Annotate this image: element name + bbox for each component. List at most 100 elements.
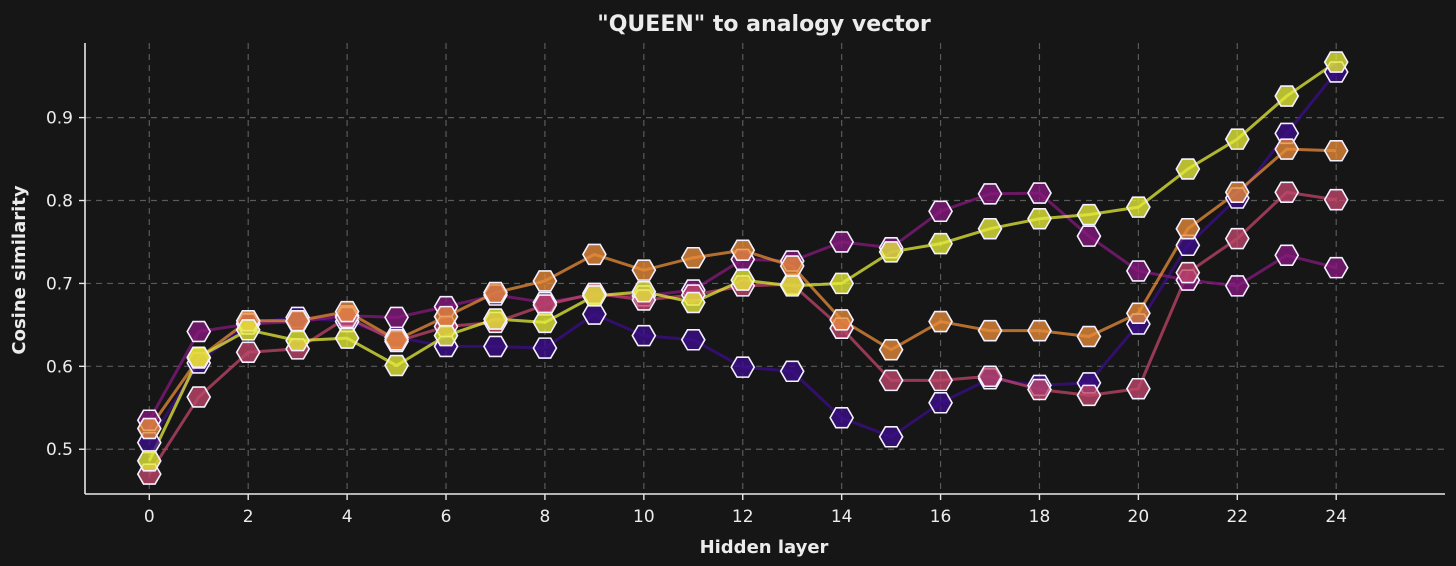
axes (79, 43, 1445, 500)
data-point (779, 360, 805, 383)
data-point (334, 327, 360, 349)
y-tick-label: 0.9 (46, 109, 73, 129)
data-point (829, 309, 855, 331)
data-point (1027, 378, 1052, 401)
data-point (334, 300, 360, 323)
data-point (878, 241, 904, 263)
data-point (186, 320, 212, 343)
data-point (928, 200, 953, 223)
x-tick-label: 14 (831, 507, 853, 527)
data-point (878, 369, 904, 392)
data-point (384, 306, 409, 329)
data-point (928, 392, 953, 414)
y-axis-label: Cosine similarity (9, 185, 30, 355)
data-point (878, 338, 904, 361)
data-point (1224, 128, 1250, 150)
data-point (483, 335, 508, 358)
y-tick-label: 0.8 (46, 192, 73, 212)
data-point (829, 406, 855, 429)
data-point (384, 354, 409, 377)
x-axis-label: Hidden layer (700, 537, 829, 558)
data-point (730, 269, 756, 291)
data-point (977, 217, 1003, 240)
series-markers-4 (136, 138, 1349, 440)
series-group (136, 51, 1349, 485)
x-tick-label: 12 (732, 507, 754, 527)
data-point (483, 308, 508, 330)
data-point (384, 329, 409, 351)
data-point (186, 346, 212, 368)
data-point (878, 426, 904, 448)
data-point (631, 280, 657, 303)
data-point (1125, 260, 1151, 282)
data-point (1224, 181, 1250, 203)
x-tick-label: 18 (1029, 507, 1051, 527)
data-point (829, 272, 855, 295)
data-point (1175, 261, 1201, 284)
data-point (1323, 140, 1349, 162)
data-point (1323, 256, 1349, 279)
data-point (532, 270, 558, 292)
x-tick-label: 6 (441, 507, 452, 527)
data-point (1224, 227, 1250, 250)
data-point (730, 356, 756, 378)
data-point (680, 291, 706, 314)
data-point (928, 310, 953, 333)
data-point (1076, 203, 1102, 226)
data-point (581, 303, 607, 325)
y-tick-label: 0.6 (46, 357, 73, 377)
data-point (977, 183, 1003, 205)
data-point (1076, 325, 1102, 348)
data-point (235, 341, 261, 363)
data-point (1224, 275, 1250, 297)
data-point (581, 285, 607, 307)
data-point (1274, 85, 1300, 107)
data-point (1027, 182, 1052, 204)
data-point (680, 329, 706, 351)
data-point (631, 259, 657, 281)
data-point (631, 324, 657, 347)
x-tick-label: 20 (1128, 507, 1150, 527)
tick-labels: 0 2 4 6 8 10 12 14 16 18 20 22 240.50.60.70.80.9 (46, 109, 1347, 527)
data-point (779, 275, 805, 297)
x-tick-label: 24 (1325, 507, 1347, 527)
data-point (433, 324, 459, 347)
data-point (1125, 302, 1151, 325)
x-tick-label: 16 (930, 507, 952, 527)
series-markers-5 (136, 51, 1349, 472)
x-tick-label: 8 (540, 507, 551, 527)
data-point (1323, 51, 1349, 73)
data-point (1027, 208, 1052, 230)
x-tick-label: 10 (633, 507, 655, 527)
data-point (136, 450, 162, 472)
data-point (532, 337, 558, 359)
data-point (1125, 196, 1151, 218)
data-point (1125, 377, 1151, 400)
data-point (581, 243, 607, 266)
data-point (186, 386, 212, 408)
data-point (977, 319, 1003, 342)
data-point (1076, 225, 1102, 247)
data-point (1323, 188, 1349, 211)
data-point (1027, 319, 1052, 342)
data-point (680, 246, 706, 269)
chart-title: "QUEEN" to analogy vector (597, 12, 931, 37)
data-point (483, 281, 508, 304)
x-tick-label: 0 (144, 507, 155, 527)
data-point (235, 319, 261, 341)
data-point (1076, 384, 1102, 407)
data-point (928, 232, 953, 255)
data-point (779, 255, 805, 277)
data-point (433, 305, 459, 328)
data-point (285, 329, 311, 352)
data-point (1175, 158, 1201, 180)
data-point (1175, 217, 1201, 240)
data-point (1274, 244, 1300, 266)
data-point (730, 239, 756, 262)
data-point (1274, 181, 1300, 203)
x-tick-label: 2 (243, 507, 254, 527)
data-point (285, 309, 311, 332)
y-tick-label: 0.7 (46, 274, 73, 294)
data-point (829, 231, 855, 253)
